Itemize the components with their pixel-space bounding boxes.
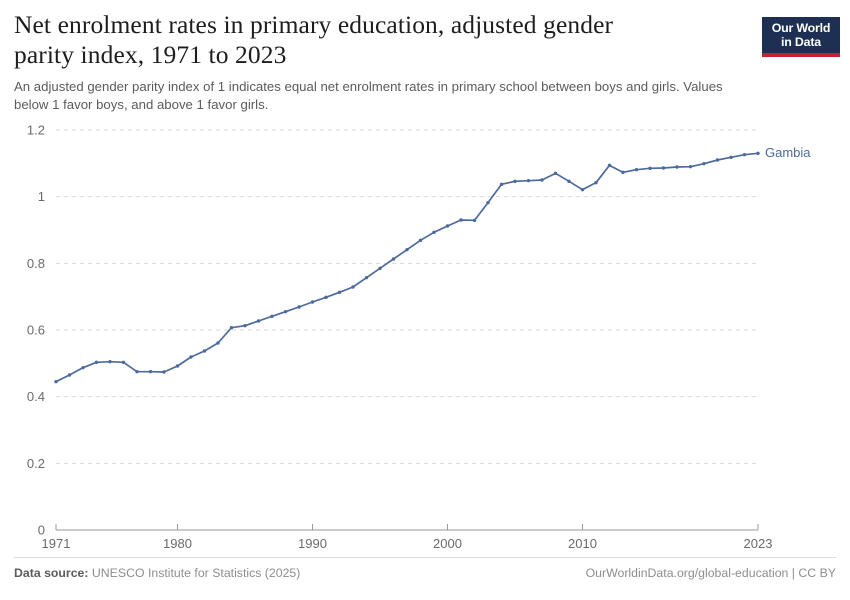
data-point bbox=[337, 290, 342, 295]
gridlines bbox=[56, 129, 758, 464]
x-tick-label: 2010 bbox=[568, 536, 597, 551]
data-point bbox=[256, 319, 261, 323]
data-point bbox=[648, 166, 652, 171]
data-point bbox=[594, 180, 598, 185]
data-point bbox=[702, 161, 706, 166]
y-tick-label: 0.8 bbox=[27, 256, 45, 271]
data-source-text: UNESCO Institute for Statistics (2025) bbox=[91, 566, 301, 580]
data-point bbox=[580, 187, 585, 192]
x-tick-label: 2000 bbox=[433, 536, 462, 551]
chart-header: Net enrolment rates in primary education… bbox=[14, 10, 754, 114]
data-point bbox=[715, 158, 720, 162]
data-point bbox=[499, 182, 504, 187]
data-point bbox=[472, 218, 477, 223]
chart-subtitle: An adjusted gender parity index of 1 ind… bbox=[14, 79, 723, 112]
x-axis bbox=[55, 524, 759, 531]
x-axis-tick-labels: 1971 1980 1990 2000 2010 2023 bbox=[42, 536, 773, 551]
data-point bbox=[243, 323, 247, 328]
y-tick-label: 0 bbox=[38, 523, 45, 538]
data-point bbox=[108, 359, 112, 364]
data-point bbox=[54, 379, 58, 384]
data-point bbox=[621, 170, 625, 175]
owid-logo-line2: in Data bbox=[781, 35, 821, 49]
data-point bbox=[135, 369, 139, 374]
data-point bbox=[81, 365, 85, 370]
data-point bbox=[189, 355, 193, 359]
data-point bbox=[148, 369, 153, 374]
data-source: Data source: UNESCO Institute for Statis… bbox=[14, 566, 300, 580]
data-point bbox=[405, 247, 409, 252]
data-point bbox=[67, 373, 72, 377]
data-point bbox=[526, 178, 531, 183]
data-point bbox=[216, 341, 220, 345]
data-point bbox=[229, 325, 234, 330]
data-point bbox=[688, 164, 693, 169]
data-point bbox=[567, 179, 571, 184]
data-point bbox=[202, 349, 207, 353]
data-point bbox=[310, 300, 315, 304]
data-point bbox=[634, 167, 639, 172]
data-point bbox=[270, 314, 274, 319]
data-point bbox=[540, 178, 544, 182]
data-point bbox=[418, 238, 423, 243]
x-tick-label: 1990 bbox=[298, 536, 327, 551]
data-point bbox=[729, 155, 733, 160]
data-point bbox=[175, 364, 180, 368]
footer-attribution[interactable]: OurWorldinData.org/global-education | CC… bbox=[585, 566, 836, 580]
x-tick-label: 1971 bbox=[42, 536, 71, 551]
data-point bbox=[297, 305, 301, 309]
data-point bbox=[432, 230, 436, 235]
data-point bbox=[324, 295, 328, 300]
data-point bbox=[121, 360, 126, 365]
data-source-label: Data source: bbox=[14, 566, 89, 580]
y-tick-label: 0.4 bbox=[27, 389, 45, 404]
data-point bbox=[94, 360, 99, 365]
data-point bbox=[661, 166, 666, 170]
series-endpoint-label[interactable]: Gambia bbox=[765, 145, 811, 160]
data-point bbox=[351, 285, 355, 289]
owid-logo-line1: Our World bbox=[771, 21, 831, 35]
data-point bbox=[756, 151, 760, 156]
footer-divider bbox=[14, 557, 836, 558]
data-point bbox=[378, 266, 382, 271]
chart-footer: Data source: UNESCO Institute for Statis… bbox=[14, 566, 836, 580]
data-point bbox=[459, 218, 463, 222]
x-tick-label: 1980 bbox=[163, 536, 192, 551]
y-tick-label: 0.6 bbox=[27, 323, 45, 338]
data-point bbox=[742, 152, 747, 157]
data-point bbox=[486, 200, 490, 205]
series-name-label[interactable]: Gambia bbox=[765, 145, 811, 160]
x-tick-label: 2023 bbox=[744, 536, 773, 551]
data-point bbox=[513, 179, 517, 184]
data-point bbox=[391, 257, 396, 261]
data-point bbox=[445, 224, 450, 228]
data-point bbox=[675, 165, 679, 169]
data-point bbox=[553, 171, 558, 176]
y-tick-label: 1.2 bbox=[27, 123, 45, 138]
data-point bbox=[162, 370, 166, 374]
data-point bbox=[364, 275, 369, 280]
y-tick-label: 1 bbox=[38, 189, 45, 204]
data-point bbox=[607, 163, 612, 168]
page-title: Net enrolment rates in primary education… bbox=[14, 10, 614, 69]
y-axis-tick-labels: 0 0.2 0.4 0.6 0.8 1 1.2 bbox=[27, 123, 45, 538]
owid-logo[interactable]: Our World in Data bbox=[762, 17, 840, 57]
y-tick-label: 0.2 bbox=[27, 456, 45, 471]
series-line bbox=[55, 152, 759, 383]
data-point bbox=[283, 309, 288, 314]
series-gambia[interactable] bbox=[54, 151, 760, 384]
